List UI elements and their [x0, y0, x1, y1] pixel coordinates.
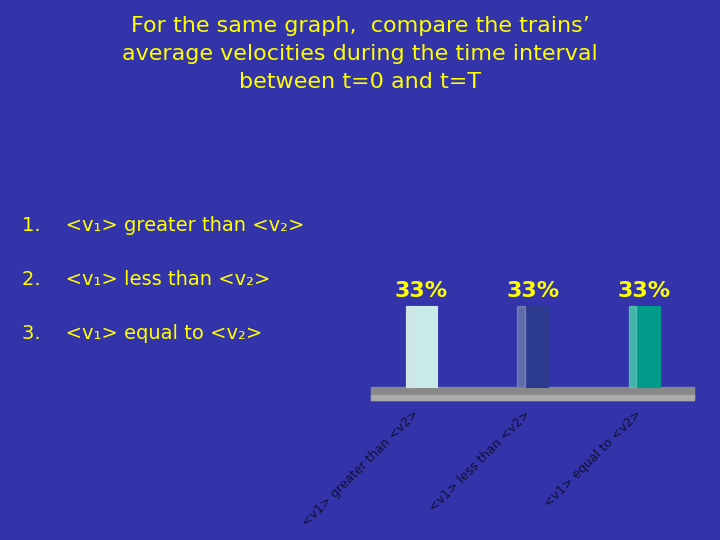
Bar — [517, 306, 549, 387]
Bar — [517, 306, 525, 387]
Text: 3.    <v₁> equal to <v₂>: 3. <v₁> equal to <v₂> — [22, 324, 262, 343]
Text: 33%: 33% — [395, 281, 448, 301]
Bar — [371, 387, 695, 400]
Bar — [629, 306, 660, 387]
Bar — [629, 306, 636, 387]
Text: 33%: 33% — [506, 281, 559, 301]
Bar — [405, 306, 413, 387]
Text: 2.    <v₁> less than <v₂>: 2. <v₁> less than <v₂> — [22, 270, 270, 289]
Bar — [371, 395, 695, 400]
Text: For the same graph,  compare the trains’
average velocities during the time inte: For the same graph, compare the trains’ … — [122, 16, 598, 92]
Bar — [405, 306, 437, 387]
Text: 33%: 33% — [618, 281, 671, 301]
Text: 1.    <v₁> greater than <v₂>: 1. <v₁> greater than <v₂> — [22, 216, 304, 235]
